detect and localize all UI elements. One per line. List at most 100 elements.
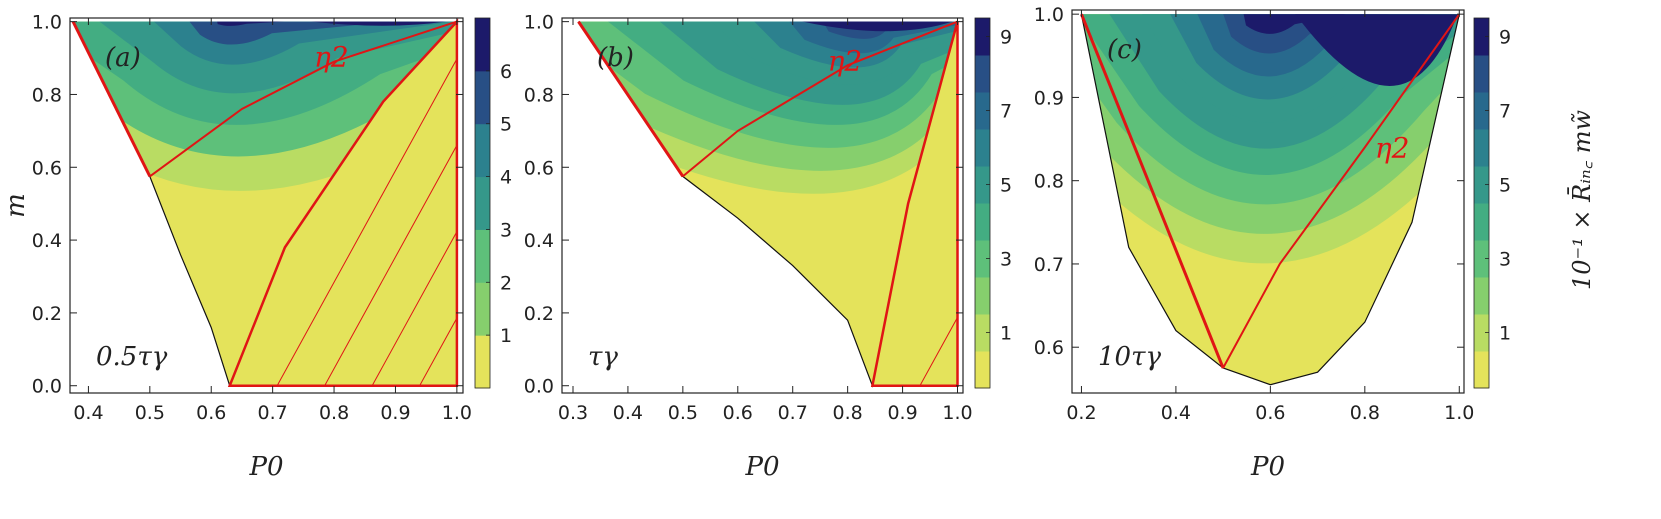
red-left-boundary <box>577 20 685 178</box>
colorbar-title: 10⁻¹ × R̄ᵢₙ꜀ mw̃ <box>1568 110 1596 291</box>
tau-label: τγ <box>588 342 618 372</box>
colorbar-tick-label: 4 <box>500 167 512 189</box>
colorbar-level <box>975 203 990 241</box>
y-tick-label: 0.4 <box>524 230 554 252</box>
eta2-label: η2 <box>828 44 863 77</box>
x-tick-label: 0.8 <box>833 402 863 424</box>
x-tick-label: 1.0 <box>442 402 472 424</box>
colorbar-level <box>975 92 990 130</box>
red-left-boundary <box>71 20 152 178</box>
x-tick-label: 0.5 <box>668 402 698 424</box>
colorbar-tick-label: 5 <box>500 114 512 136</box>
x-tick-label: 0.8 <box>319 402 349 424</box>
y-tick-label: 0.0 <box>32 376 62 398</box>
x-tick-label: 0.7 <box>778 402 808 424</box>
colorbar-level <box>1474 92 1489 130</box>
colorbar-level <box>1474 277 1489 315</box>
colorbar-frame <box>974 17 991 389</box>
y-tick-label: 0.6 <box>1034 337 1064 359</box>
y-tick-label: 0.7 <box>1034 254 1064 276</box>
y-tick-label: 0.4 <box>32 230 62 252</box>
y-tick-label: 0.6 <box>524 157 554 179</box>
colorbar-level <box>975 18 990 56</box>
x-tick-label: 0.8 <box>1350 402 1380 424</box>
panel-a: 0.4 0.5 0.6 0.7 0.8 0.9 1.0 0.0 0.2 0.4 0.6 0.8 1.0 P… <box>1 12 512 482</box>
band-top-cap <box>786 21 958 32</box>
colorbar-tick-label: 5 <box>1499 175 1511 197</box>
x-tick-label: 1.0 <box>942 402 972 424</box>
tau-label: 0.5τγ <box>96 342 168 372</box>
colorbar-tick-label: 1 <box>500 325 512 347</box>
colorbar-tick-label: 9 <box>1499 27 1511 49</box>
hatch-line <box>324 21 457 386</box>
y-tick-label: 1.0 <box>32 12 62 34</box>
colorbar-level <box>475 18 490 72</box>
colorbar-tick-label: 3 <box>1000 249 1012 271</box>
colorbar-level <box>975 129 990 167</box>
y-tick-label: 0.8 <box>524 84 554 106</box>
colorbar-level <box>475 123 490 178</box>
colorbar-level <box>475 229 490 283</box>
domain-boundary <box>1080 14 1460 386</box>
colorbar-level <box>975 166 990 204</box>
hatch-fill <box>229 21 457 386</box>
y-tick-label: 0.2 <box>32 303 62 325</box>
x-axis-title: P0 <box>744 452 779 482</box>
y-tick-label: 0.8 <box>32 84 62 106</box>
x-tick-label: 0.6 <box>1255 402 1285 424</box>
colorbar-level <box>975 55 990 93</box>
x-tick-label: 0.3 <box>558 402 588 424</box>
colorbar-level <box>475 335 490 389</box>
plot-frame <box>1071 9 1465 394</box>
colorbar: 1 2 3 4 5 6 <box>474 17 512 389</box>
tau-label: 10τγ <box>1098 342 1161 372</box>
colorbar-level <box>1474 351 1489 389</box>
y-tick-label: 0.2 <box>524 303 554 325</box>
x-tick-label: 0.9 <box>380 402 410 424</box>
colorbar-level <box>1474 18 1489 56</box>
colorbar-level <box>975 240 990 278</box>
colorbar-tick-label: 9 <box>1000 27 1012 49</box>
y-tick-label: 0.6 <box>32 157 62 179</box>
x-axis-title: P0 <box>248 452 283 482</box>
colorbar-frame <box>1473 17 1490 389</box>
eta2-label: η2 <box>1375 131 1410 164</box>
colorbar: 1 3 5 7 9 <box>1473 17 1511 389</box>
y-tick-label: 0.9 <box>1034 87 1064 109</box>
panel-label: (c) <box>1107 35 1142 65</box>
x-tick-label: 0.9 <box>887 402 917 424</box>
colorbar-tick-label: 2 <box>500 272 512 294</box>
colorbar-level <box>475 176 490 230</box>
x-tick-label: 0.6 <box>723 402 753 424</box>
colorbar-level <box>1474 314 1489 352</box>
y-tick-label: 0.0 <box>524 376 554 398</box>
panel-c: 0.2 0.4 0.6 0.8 1.0 0.6 0.7 0.8 0.9 1.0 P0 (c) 10τγ η… <box>1034 4 1511 482</box>
band-top-cap <box>1289 14 1460 86</box>
hatch-outline <box>227 18 459 387</box>
colorbar-level <box>975 351 990 389</box>
hatch-line <box>919 21 958 386</box>
hatch-fill <box>872 21 958 386</box>
eta2-label: η2 <box>314 41 349 74</box>
colorbar-tick-label: 7 <box>1499 101 1511 123</box>
hatch-line <box>371 21 457 386</box>
eta2-curve <box>682 20 958 178</box>
colorbar: 1 3 5 7 9 <box>974 17 1012 389</box>
plot-frame <box>69 17 464 394</box>
panel-b: 0.3 0.4 0.5 0.6 0.7 0.8 0.9 1.0 0.0 0.2 0.4 0.6 0.8 1… <box>524 12 1012 482</box>
x-tick-label: 0.6 <box>196 402 226 424</box>
band-level-5 <box>134 21 457 65</box>
colorbar-tick-label: 3 <box>500 219 512 241</box>
colorbar-level <box>975 314 990 352</box>
colorbar-level <box>975 277 990 315</box>
hatch-line <box>276 21 457 386</box>
band-top-cap <box>284 21 457 26</box>
x-tick-label: 0.4 <box>1161 402 1191 424</box>
colorbar-tick-label: 5 <box>1000 175 1012 197</box>
x-axis-title: P0 <box>1250 452 1285 482</box>
colorbar-level <box>1474 240 1489 278</box>
colorbar-level <box>1474 129 1489 167</box>
eta2-curve <box>149 20 458 178</box>
hatch-line <box>419 21 457 386</box>
